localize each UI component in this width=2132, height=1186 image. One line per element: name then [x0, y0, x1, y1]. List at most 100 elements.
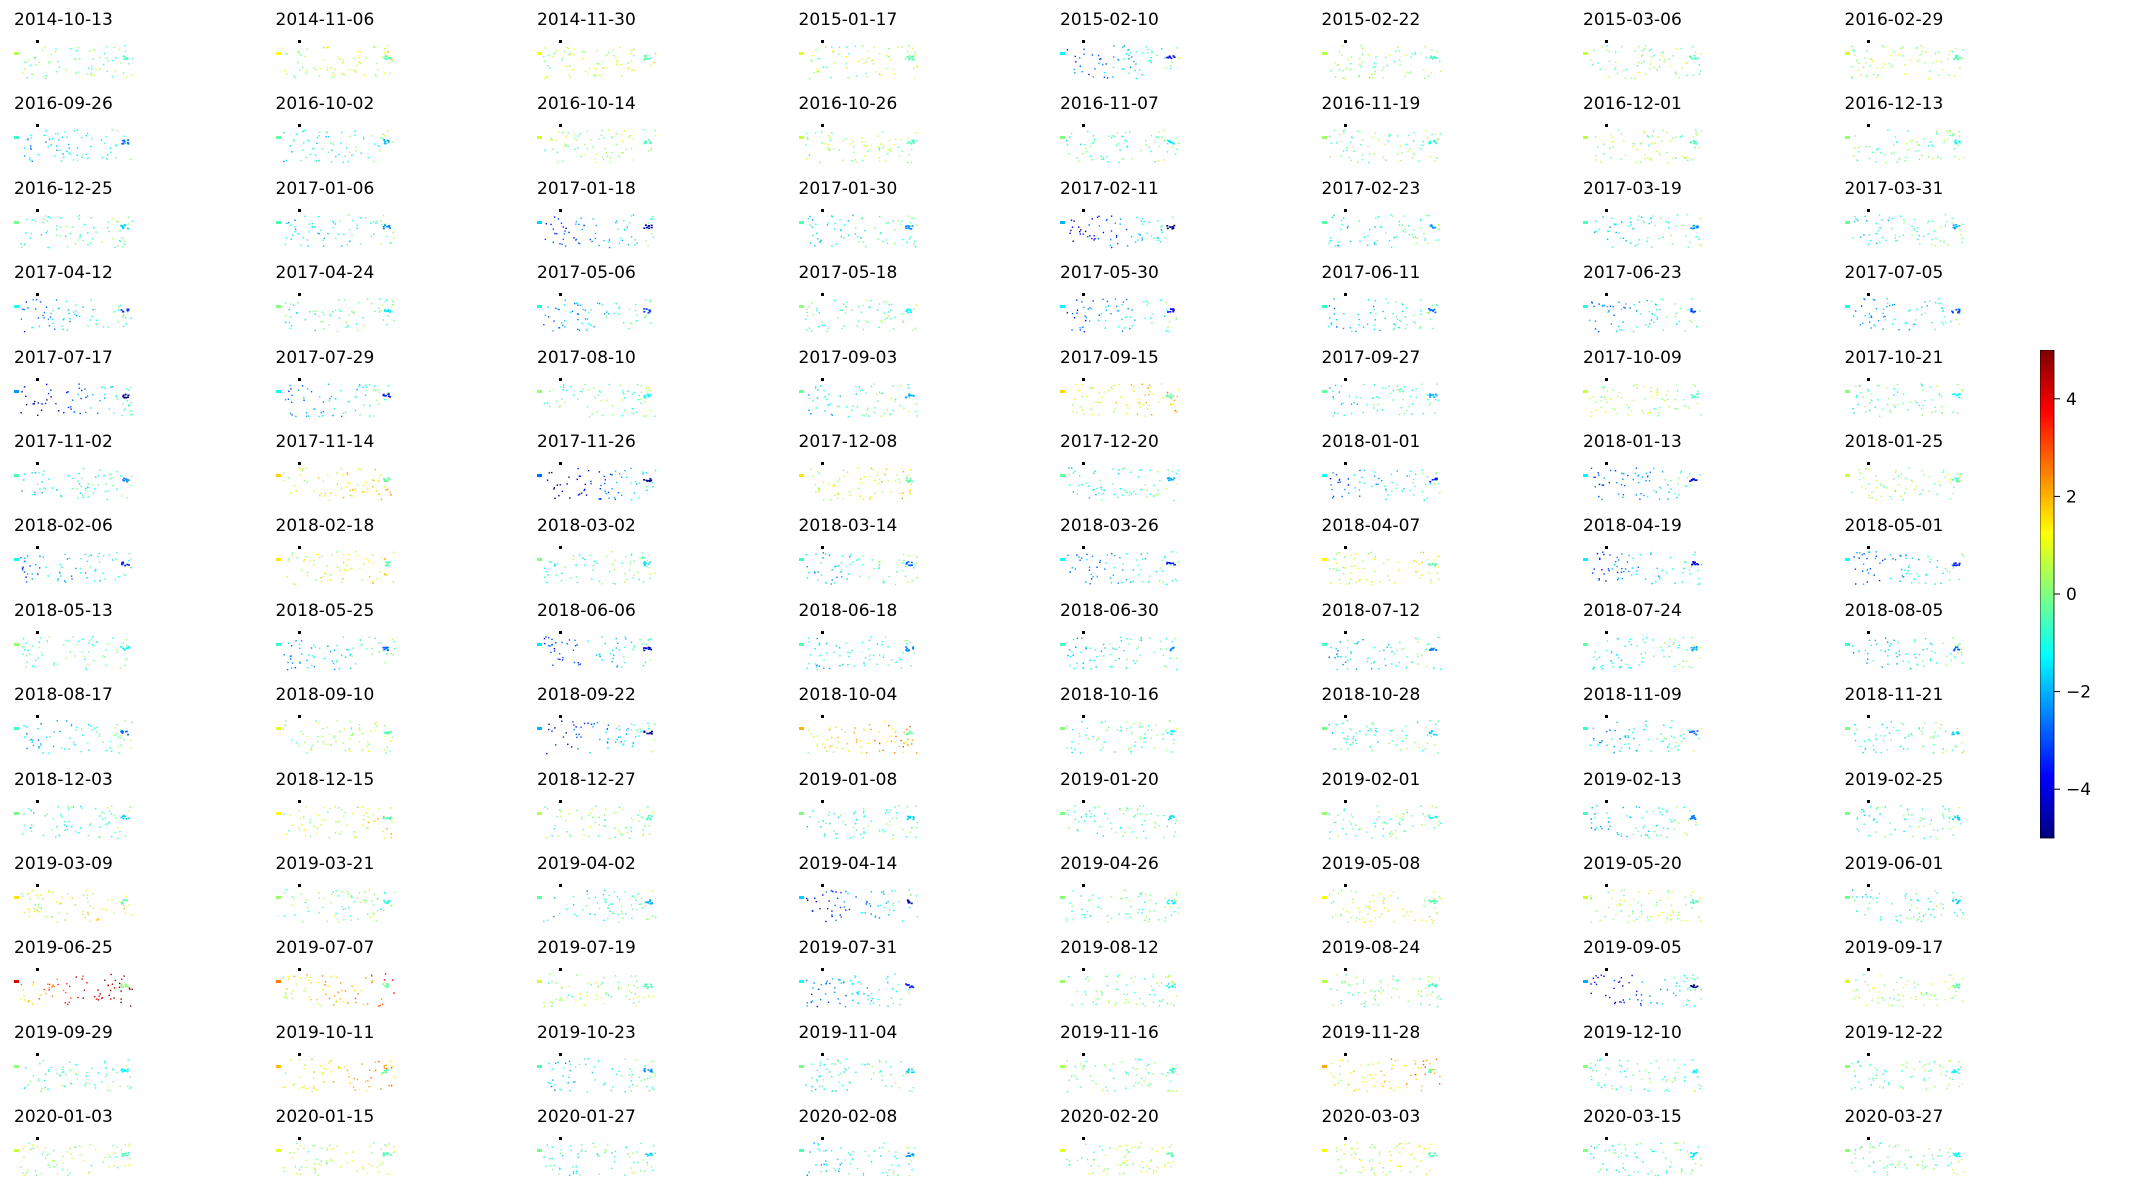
data-point	[1695, 132, 1697, 134]
panel-2016-11-07: 2016-11-07	[1060, 94, 1190, 166]
data-point	[357, 61, 360, 63]
data-point	[305, 69, 307, 72]
data-point	[23, 244, 25, 246]
data-point	[819, 240, 821, 243]
data-point	[1674, 315, 1677, 318]
data-point	[294, 639, 297, 642]
data-point	[1593, 305, 1595, 308]
data-point	[98, 553, 100, 555]
data-point	[117, 221, 119, 223]
data-point	[1948, 53, 1950, 56]
data-point	[1942, 240, 1945, 243]
data-point	[1329, 582, 1331, 585]
data-point	[600, 134, 602, 137]
data-point	[1861, 570, 1863, 573]
data-point	[1125, 403, 1128, 406]
data-point	[910, 55, 912, 58]
data-point	[1172, 394, 1175, 397]
data-point	[1069, 484, 1071, 486]
data-point	[1860, 305, 1862, 307]
reference-point	[820, 40, 824, 43]
data-point	[1084, 315, 1086, 317]
data-point	[1857, 151, 1859, 153]
data-point	[285, 237, 287, 239]
data-point	[1136, 216, 1138, 218]
data-point	[1089, 583, 1091, 585]
data-point	[1430, 309, 1433, 311]
data-point	[1356, 403, 1358, 405]
data-point	[1936, 302, 1938, 305]
data-point	[1110, 215, 1113, 217]
data-point	[809, 59, 812, 61]
data-point	[65, 225, 67, 228]
data-point	[65, 639, 67, 641]
data-point	[1360, 396, 1362, 399]
data-point	[649, 573, 652, 576]
data-point	[608, 497, 610, 499]
data-point	[1854, 583, 1856, 586]
data-point	[1377, 215, 1379, 218]
data-point	[1122, 468, 1124, 470]
data-point	[106, 158, 108, 160]
data-point	[1435, 471, 1438, 474]
data-point	[302, 396, 304, 399]
data-point	[605, 152, 607, 154]
data-point	[1144, 414, 1147, 417]
reference-point	[36, 124, 39, 128]
data-point	[556, 232, 558, 235]
data-point	[348, 654, 351, 656]
panel-title: 2016-11-19	[1321, 94, 1421, 115]
data-point	[1875, 551, 1877, 553]
data-point	[1347, 59, 1349, 61]
data-point	[1395, 235, 1397, 238]
data-point	[647, 395, 650, 397]
data-point	[650, 322, 652, 325]
data-point	[104, 397, 106, 399]
data-point	[1374, 63, 1377, 65]
data-point	[1357, 580, 1360, 582]
data-point	[593, 386, 595, 389]
data-point	[1881, 236, 1883, 239]
data-point	[1619, 237, 1621, 239]
data-point	[1674, 398, 1677, 400]
panel-2014-11-30: 2014-11-30	[537, 10, 667, 82]
data-point	[1658, 237, 1660, 240]
data-point	[1612, 389, 1614, 391]
data-point	[863, 664, 865, 666]
data-point	[555, 140, 557, 142]
data-point	[1875, 499, 1877, 501]
data-point	[23, 473, 26, 475]
data-point	[581, 228, 583, 230]
data-point	[901, 238, 903, 241]
data-point	[1408, 489, 1411, 492]
data-point	[840, 328, 842, 330]
data-point	[817, 490, 819, 493]
data-point	[579, 304, 582, 307]
data-point	[1918, 242, 1920, 245]
data-point	[1670, 557, 1672, 559]
data-point	[1900, 477, 1902, 479]
data-point	[1165, 67, 1167, 69]
data-point	[341, 474, 343, 476]
data-point	[1422, 69, 1424, 71]
data-point	[595, 153, 597, 156]
data-point	[1419, 219, 1421, 222]
reference-point	[1082, 208, 1085, 212]
data-point	[893, 144, 895, 146]
data-point	[386, 52, 388, 54]
data-point	[1347, 492, 1349, 494]
data-point	[1852, 49, 1854, 51]
data-point	[1366, 244, 1368, 246]
data-point	[301, 384, 303, 387]
data-point	[112, 412, 115, 414]
data-point	[1693, 55, 1696, 57]
data-point	[304, 319, 306, 321]
data-point	[1430, 72, 1432, 74]
data-point	[125, 644, 128, 647]
data-point	[1943, 139, 1945, 142]
data-point	[862, 241, 864, 243]
panel-2015-02-10: 2015-02-10	[1060, 10, 1190, 82]
data-point	[48, 139, 51, 141]
data-point	[1655, 304, 1658, 306]
data-point	[1334, 62, 1336, 64]
